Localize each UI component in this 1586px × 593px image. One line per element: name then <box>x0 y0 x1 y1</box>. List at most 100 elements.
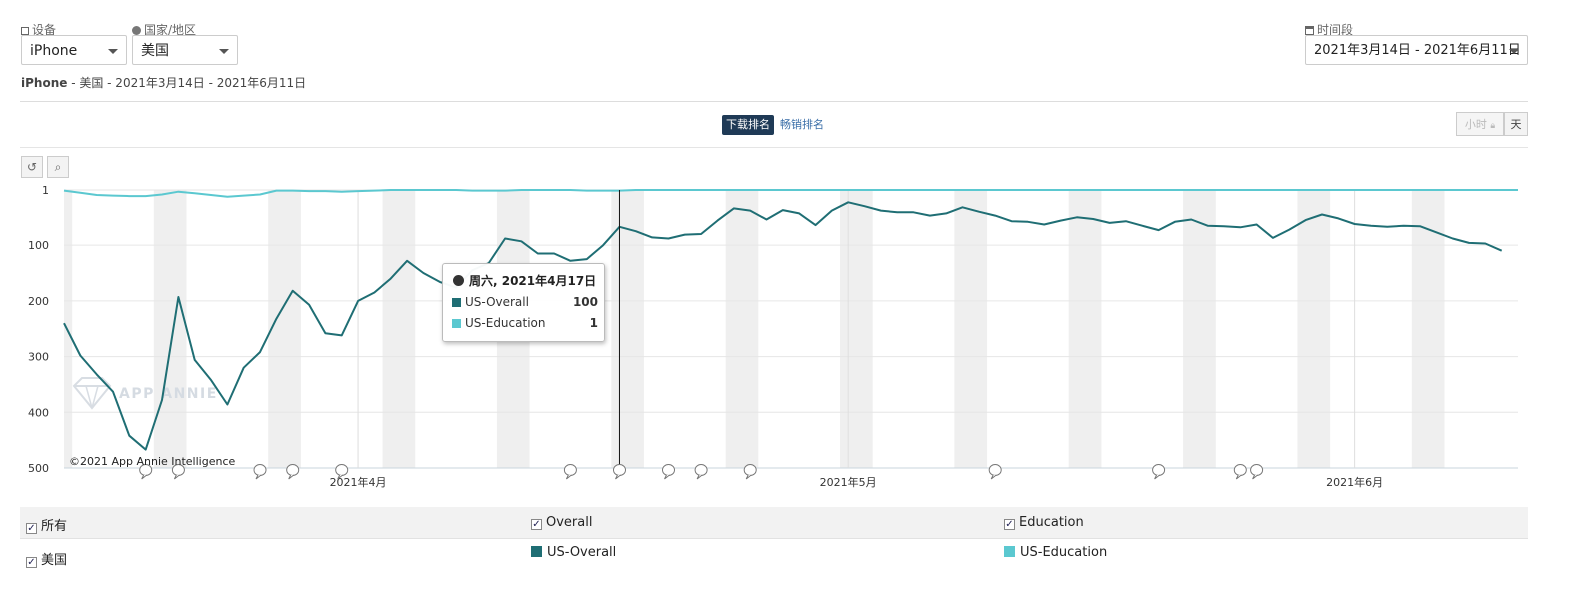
app-annie-logo-icon <box>72 377 112 410</box>
period-filter-label: 时间段 <box>1305 21 1353 38</box>
event-marker-tail <box>1154 474 1160 480</box>
event-marker-tail <box>664 474 670 480</box>
watermark-text: APP ANNIE <box>119 386 218 402</box>
checkbox-icon: ✓ <box>26 557 37 568</box>
event-marker-icon <box>139 464 153 480</box>
tab-downloads[interactable]: 下载排名 <box>722 115 774 135</box>
legend-education-label: Education <box>1019 515 1084 530</box>
event-marker-tail <box>990 474 997 480</box>
event-marker-icon <box>563 464 577 480</box>
weekend-band <box>954 190 988 468</box>
event-marker-icon <box>335 464 349 480</box>
legend-all-checkbox[interactable]: ✓ 所有 <box>26 515 67 534</box>
legend-us-education-label: US-Education <box>1020 545 1108 560</box>
event-marker-tail <box>173 474 180 480</box>
country-label-text: 国家/地区 <box>144 23 197 37</box>
x-tick-label: 2021年4月 <box>330 475 387 489</box>
series-swatch <box>1004 546 1015 557</box>
legend-us-label: 美国 <box>41 553 68 568</box>
weekend-band <box>268 190 301 468</box>
calendar-icon <box>1305 26 1314 35</box>
legend-us-overall-label: US-Overall <box>547 545 617 560</box>
event-marker-bubble <box>563 464 577 476</box>
legend-us-checkbox[interactable]: ✓ 美国 <box>26 549 67 568</box>
chevron-down-icon <box>219 49 229 54</box>
event-marker-bubble <box>1233 464 1247 476</box>
y-tick-label: 300 <box>28 351 49 364</box>
weekend-band <box>1068 190 1102 468</box>
event-marker-icon <box>988 464 1002 480</box>
event-marker-bubble <box>335 464 349 476</box>
device-select[interactable]: iPhone <box>21 35 127 65</box>
event-marker-bubble <box>253 464 267 476</box>
reset-zoom-button[interactable]: ↺ <box>21 156 43 178</box>
event-marker-tail <box>255 474 262 480</box>
event-marker-bubble <box>1152 464 1166 476</box>
series-swatch <box>452 298 461 307</box>
event-marker-bubble <box>743 464 757 476</box>
subtitle-rest: - 美国 - 2021年3月14日 - 2021年6月11日 <box>67 76 307 90</box>
y-tick-label: 200 <box>28 295 49 308</box>
legend-overall-label: Overall <box>546 515 593 530</box>
legend-overall-checkbox[interactable]: ✓ Overall <box>531 515 592 530</box>
period-label-text: 时间段 <box>1317 23 1354 37</box>
zoom-button[interactable]: ⌕ <box>47 156 69 178</box>
granularity-hour-button[interactable]: 小时 🔒︎ <box>1456 112 1504 136</box>
legend-education-checkbox[interactable]: ✓ Education <box>1004 515 1084 530</box>
weekend-band <box>64 190 73 468</box>
period-select-value: 2021年3月14日 - 2021年6月11日 <box>1314 43 1521 58</box>
event-markers <box>139 464 1264 480</box>
event-marker-icon <box>694 464 708 480</box>
country-select-value: 美国 <box>141 43 169 59</box>
country-filter-label: 国家/地区 <box>132 21 196 38</box>
y-tick-label: 100 <box>28 239 49 252</box>
legend-us-education[interactable]: US-Education <box>1004 545 1107 560</box>
series <box>63 189 1518 451</box>
legend-us-overall[interactable]: US-Overall <box>531 545 616 560</box>
event-marker-tail <box>141 474 148 480</box>
x-axis: 2021年4月 2021年5月 2021年6月 <box>330 475 1384 489</box>
granularity-day-button[interactable]: 天 <box>1504 112 1528 136</box>
event-marker-tail <box>615 474 621 480</box>
event-marker-tail <box>565 474 572 480</box>
undo-icon: ↺ <box>26 160 38 174</box>
chevron-down-icon <box>108 49 118 54</box>
tooltip-title: 周六, 2021年4月17日 <box>453 272 596 289</box>
tooltip-series-value: 1 <box>589 316 598 330</box>
y-tick-label: 500 <box>28 462 49 475</box>
y-tick-label: 1 <box>42 184 49 197</box>
weekend-band <box>1411 190 1445 468</box>
checkbox-icon: ✓ <box>26 523 37 534</box>
device-icon <box>21 27 29 35</box>
x-tick-label: 2021年5月 <box>820 475 877 489</box>
weekend-band <box>725 190 759 468</box>
chevron-down-icon <box>1509 49 1519 54</box>
tooltip-series-name: US-Overall <box>465 295 529 309</box>
event-marker-tail <box>1252 474 1258 480</box>
tooltip-series-name: US-Education <box>465 316 546 330</box>
event-marker-tail <box>696 474 703 480</box>
rank-chart[interactable]: 1 100 200 300 400 500 2021年4月 2021年5月 2021年6月 A… <box>0 180 1586 500</box>
legend-header <box>20 507 1528 539</box>
period-select[interactable]: 2021年3月14日 - 2021年6月11日 <box>1305 35 1528 65</box>
series-line-us-education <box>63 189 1518 198</box>
event-marker-bubble <box>662 464 675 476</box>
event-marker-bubble <box>613 464 626 476</box>
weekend-band <box>840 190 873 468</box>
globe-icon <box>132 26 141 35</box>
event-marker-icon <box>1152 464 1166 480</box>
event-marker-icon <box>662 464 675 480</box>
checkbox-icon: ✓ <box>531 519 542 530</box>
checkbox-icon: ✓ <box>1004 519 1015 530</box>
device-select-value: iPhone <box>30 43 78 59</box>
chart-tooltip: 周六, 2021年4月17日 US-Overall 100 US-Educatio… <box>442 263 605 342</box>
country-select[interactable]: 美国 <box>132 35 238 65</box>
event-marker-bubble <box>988 464 1002 476</box>
divider <box>20 101 1528 102</box>
weekend-band <box>382 190 416 468</box>
tab-grossing[interactable]: 畅销排名 <box>780 118 824 131</box>
x-tick-label: 2021年6月 <box>1326 475 1383 489</box>
series-swatch <box>531 546 542 557</box>
tooltip-series-value: 100 <box>572 295 598 309</box>
tooltip-row-overall: US-Overall 100 <box>452 294 598 310</box>
